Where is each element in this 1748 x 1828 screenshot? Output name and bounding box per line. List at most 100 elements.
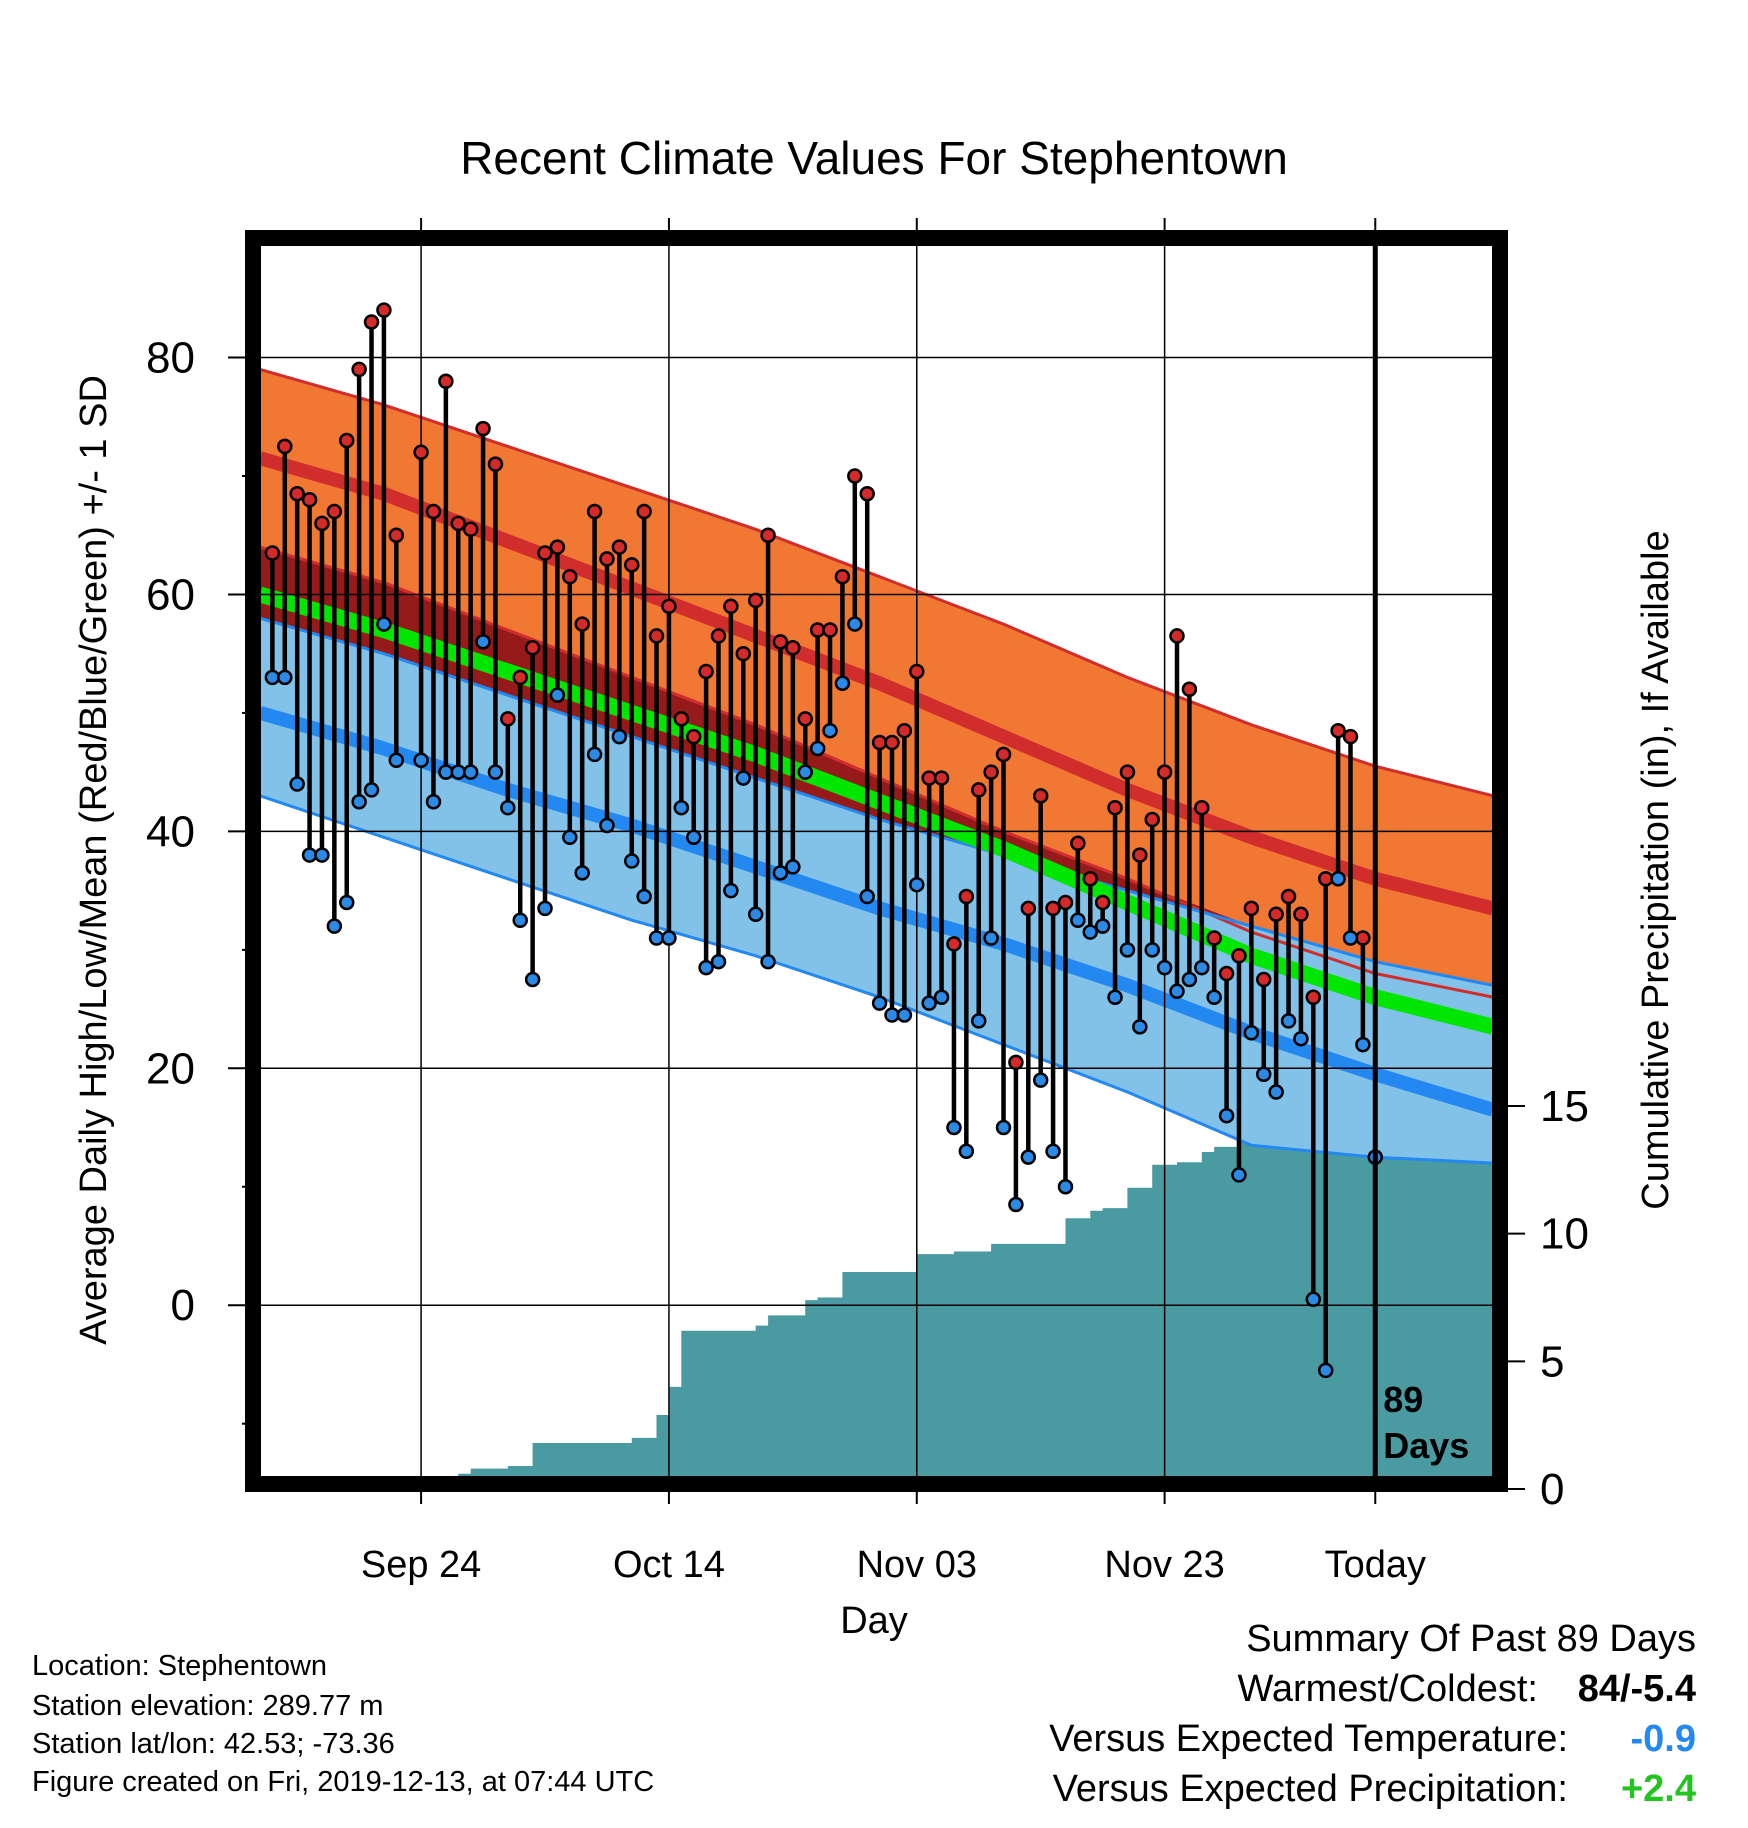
low-point (834, 675, 851, 692)
high-point (1317, 871, 1334, 887)
high-point (1194, 799, 1210, 816)
high-point (1342, 728, 1359, 745)
low-point (438, 764, 454, 780)
low-point (636, 888, 652, 905)
high-point (611, 539, 628, 555)
high-point (884, 734, 900, 751)
summary-temp-label: Versus Expected Temperature: (1049, 1718, 1568, 1760)
high-point (1156, 764, 1173, 780)
low-point (698, 959, 714, 976)
high-point (450, 515, 467, 532)
y-tick-label: 60 (146, 570, 195, 619)
low-point (710, 953, 727, 970)
low-point (425, 794, 442, 810)
high-point (921, 770, 937, 786)
low-point (797, 764, 813, 780)
high-point (735, 645, 752, 662)
high-point (1169, 628, 1185, 644)
days-word-label: Days (1383, 1425, 1469, 1466)
high-point (1057, 894, 1074, 911)
high-point (1243, 900, 1260, 917)
high-point (723, 598, 739, 615)
high-point (599, 551, 615, 567)
low-point (1107, 989, 1123, 1005)
low-point (1255, 1066, 1272, 1082)
summary-title: Summary Of Past 89 Days (1246, 1618, 1696, 1660)
low-point (995, 1119, 1012, 1136)
low-point (450, 764, 467, 780)
low-point (933, 989, 950, 1005)
low-point (264, 669, 281, 686)
low-point (809, 740, 826, 757)
high-point (648, 628, 665, 644)
high-point (1132, 847, 1148, 863)
low-point (524, 971, 541, 988)
high-point (549, 539, 566, 555)
low-point (946, 1119, 962, 1136)
high-point (586, 503, 603, 520)
low-point (1020, 1149, 1037, 1165)
low-point (1094, 918, 1111, 934)
low-point (673, 799, 690, 816)
low-point (487, 764, 504, 780)
low-point (1355, 1036, 1371, 1053)
plot-frame (245, 230, 1508, 1492)
high-point (1293, 906, 1309, 923)
low-point (500, 799, 516, 816)
low-point (562, 829, 578, 846)
low-point (785, 859, 801, 875)
high-point (970, 782, 987, 798)
low-point (363, 782, 380, 798)
high-point (475, 420, 491, 437)
low-point (1008, 1196, 1024, 1213)
high-point (438, 373, 454, 389)
x-tick-label: Sep 24 (361, 1544, 481, 1586)
low-point (512, 912, 528, 928)
low-point (648, 930, 665, 946)
low-point (475, 634, 491, 650)
high-point (1268, 906, 1284, 923)
low-point (1070, 912, 1086, 928)
low-point (599, 817, 615, 834)
low-point (909, 876, 925, 893)
high-point (1330, 722, 1346, 739)
high-point (1119, 764, 1136, 780)
low-point (896, 1007, 913, 1023)
y2-tick-label: 0 (1540, 1465, 1564, 1514)
y-axis-label: Average Daily High/Low/Mean (Red/Blue/Gr… (73, 375, 115, 1345)
low-point (822, 722, 838, 739)
days-count-label: 89 (1383, 1379, 1423, 1420)
low-point (1082, 924, 1099, 940)
low-point (871, 995, 888, 1011)
low-point (723, 882, 739, 899)
high-point (537, 545, 553, 561)
low-point (921, 995, 937, 1011)
x-tick-label: Today (1325, 1544, 1426, 1586)
high-point (388, 527, 405, 543)
low-point (586, 746, 603, 763)
high-point (624, 557, 640, 573)
high-point (636, 503, 652, 520)
y-tick-label: 0 (171, 1281, 195, 1330)
low-point (277, 669, 293, 686)
footer-latlon: Station lat/lon: 42.53; -73.36 (32, 1728, 395, 1760)
high-point (413, 444, 429, 461)
chart-overlay: 89 Days 0 20 40 60 80 Sep 24 Oct 14 Nov 03 Nov 23 T… (146, 218, 1589, 1586)
low-point (537, 900, 553, 917)
high-point (710, 628, 727, 644)
low-point (772, 865, 789, 881)
high-point (822, 622, 838, 638)
x-tick-label: Oct 14 (613, 1544, 725, 1586)
summary-temp-value: -0.9 (1630, 1718, 1696, 1760)
precipitation-area (260, 1106, 1493, 1477)
low-point (1032, 1072, 1049, 1088)
summary-warmest-value: 84/-5.4 (1577, 1668, 1696, 1710)
high-point (946, 936, 962, 952)
low-point (326, 918, 343, 934)
y2-tick-label: 10 (1540, 1210, 1589, 1259)
high-point (524, 640, 541, 656)
high-point (760, 527, 776, 543)
low-point (338, 894, 355, 911)
high-point (747, 592, 764, 609)
high-point (1094, 894, 1111, 911)
